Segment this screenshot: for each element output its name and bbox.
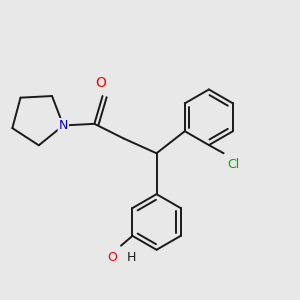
Text: Cl: Cl bbox=[227, 158, 239, 170]
Text: H: H bbox=[127, 250, 136, 264]
Text: N: N bbox=[58, 119, 68, 132]
Text: O: O bbox=[95, 76, 106, 90]
Text: O: O bbox=[107, 250, 117, 264]
